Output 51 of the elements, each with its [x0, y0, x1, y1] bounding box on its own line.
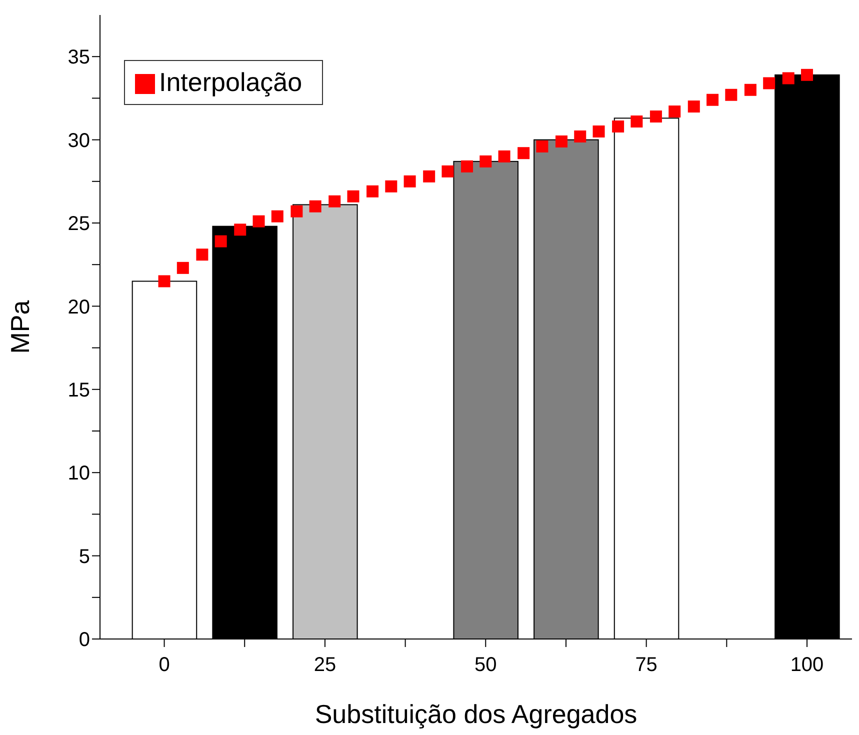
x-tick-label: 0	[158, 654, 170, 676]
point	[214, 235, 227, 248]
point	[309, 200, 322, 212]
legend-label: Interpolação	[159, 67, 302, 97]
point	[480, 155, 492, 168]
point	[630, 115, 643, 128]
y-tick-label: 0	[78, 629, 90, 652]
point	[555, 135, 568, 148]
point	[668, 106, 681, 118]
point	[518, 147, 530, 160]
y-tick-label: 15	[68, 380, 90, 402]
x-axis-title: Substituição dos Agregados	[314, 699, 638, 729]
point	[725, 88, 738, 101]
y-tick-label: 5	[78, 546, 90, 568]
point	[196, 248, 208, 261]
point	[328, 195, 341, 208]
y-tick-label: 10	[68, 462, 90, 485]
point	[592, 125, 605, 138]
point	[536, 140, 548, 152]
y-axis-title: MPa	[5, 300, 36, 354]
point	[385, 180, 398, 192]
point	[347, 190, 360, 202]
point	[688, 100, 700, 113]
point	[612, 120, 624, 132]
point	[158, 275, 170, 288]
y-tick-label: 35	[68, 46, 90, 69]
point	[650, 110, 662, 123]
point	[366, 185, 379, 198]
point	[461, 160, 473, 172]
point	[763, 77, 776, 90]
x-tick-label: 25	[314, 654, 336, 676]
point	[574, 130, 586, 142]
point	[234, 224, 246, 236]
y-tick-label: 30	[68, 130, 90, 152]
point	[782, 72, 794, 84]
point	[442, 165, 454, 178]
point	[271, 210, 284, 222]
point	[744, 84, 756, 96]
point	[498, 150, 510, 162]
point	[404, 175, 416, 188]
point	[706, 94, 719, 106]
x-tick-label: 100	[790, 654, 824, 676]
point	[252, 215, 265, 228]
y-tick-label: 20	[68, 296, 90, 318]
point	[176, 262, 189, 274]
y-tick-label: 25	[68, 213, 90, 236]
point	[290, 205, 303, 218]
point	[801, 68, 814, 81]
x-tick-label: 50	[474, 654, 497, 676]
point	[423, 170, 436, 182]
x-tick-label: 75	[635, 654, 658, 676]
